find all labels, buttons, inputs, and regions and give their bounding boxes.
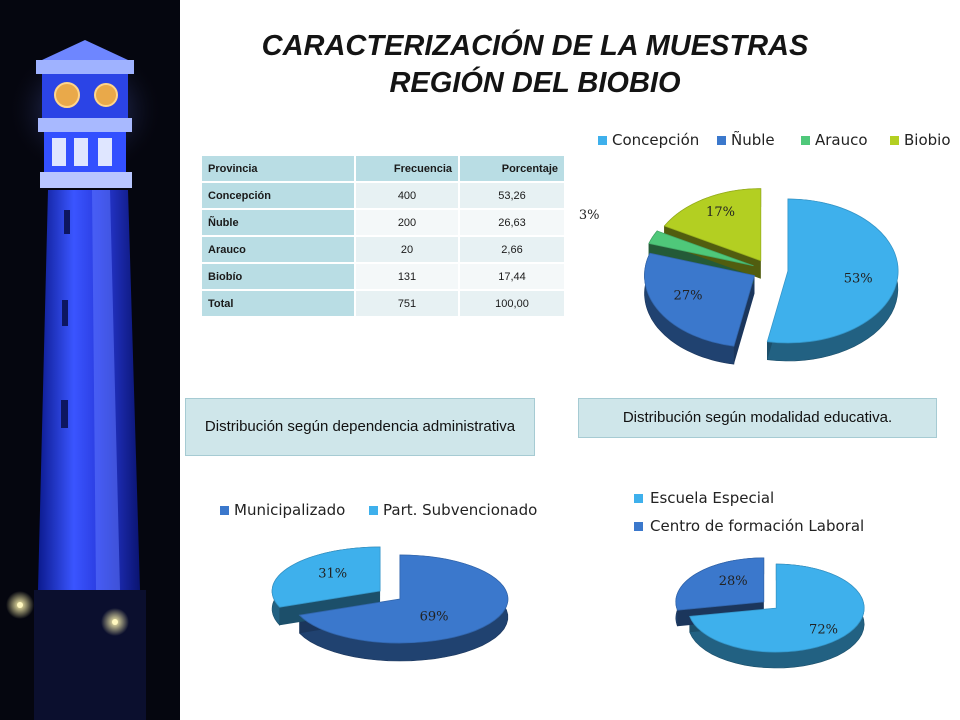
legend-item: Centro de formación Laboral: [634, 517, 864, 535]
caption-dependencia: Distribución según dependencia administr…: [185, 398, 535, 456]
table-header-cell: Frecuencia: [356, 156, 458, 181]
table-cell: 53,26: [460, 183, 564, 208]
table-cell: Total: [202, 291, 354, 316]
table-row: Total 751 100,00: [202, 291, 564, 316]
pie-data-label: 31%: [318, 567, 347, 582]
table-cell: Ñuble: [202, 210, 354, 235]
legend-item: Municipalizado: [220, 501, 345, 519]
legend-label: Part. Subvencionado: [383, 501, 537, 519]
table-header-cell: Provincia: [202, 156, 354, 181]
legend-label: Concepción: [612, 131, 699, 149]
table-row: Ñuble 200 26,63: [202, 210, 564, 235]
table-cell: 20: [356, 237, 458, 262]
modalidad-pie-chart: Escuela Especial Centro de formación Labo…: [634, 489, 865, 669]
title-line-2: REGIÓN DEL BIOBIO: [389, 67, 681, 99]
legend-swatch: [801, 136, 810, 145]
table-cell: Concepción: [202, 183, 354, 208]
table-cell: 131: [356, 264, 458, 289]
table-header-row: Provincia Frecuencia Porcentaje: [202, 156, 564, 181]
legend-swatch: [369, 506, 378, 515]
provincia-pie-chart: Concepción Ñuble Arauco Biobio 53% 27% 3% 17%: [579, 130, 951, 365]
pie-slice-arauco: [648, 230, 754, 267]
pie-slice-wall: [733, 275, 755, 365]
table-row: Concepción 400 53,26: [202, 183, 564, 208]
legend-label: Biobio: [904, 131, 951, 149]
pie-data-label: 28%: [719, 574, 748, 589]
caption-modalidad-text: Distribución según modalidad educativa.: [622, 409, 893, 426]
legend-label: Escuela Especial: [650, 489, 774, 507]
legend-label: Centro de formación Laboral: [650, 517, 864, 535]
table-cell: 400: [356, 183, 458, 208]
pie-slice-municipalizado: [298, 554, 509, 644]
pie-data-label: 17%: [706, 205, 735, 220]
table-cell: 100,00: [460, 291, 564, 316]
table-cell: 751: [356, 291, 458, 316]
pie-data-label: 53%: [844, 272, 873, 287]
table-cell: Arauco: [202, 237, 354, 262]
table-cell: 17,44: [460, 264, 564, 289]
legend-label: Municipalizado: [234, 501, 345, 519]
legend-item: Arauco: [801, 131, 868, 149]
title-line-1: CARACTERIZACIÓN DE LA MUESTRAS: [261, 30, 809, 62]
table-cell: 200: [356, 210, 458, 235]
legend-item: Part. Subvencionado: [369, 501, 537, 519]
table-cell: 2,66: [460, 237, 564, 262]
legend-swatch: [634, 494, 643, 503]
pie-data-label: 27%: [674, 288, 703, 303]
legend-swatch: [634, 522, 643, 531]
legend-item: Biobio: [890, 131, 951, 149]
caption-modalidad: Distribución según modalidad educativa.: [578, 398, 937, 438]
table-header-cell: Porcentaje: [460, 156, 564, 181]
table-cell: 26,63: [460, 210, 564, 235]
legend-label: Arauco: [815, 131, 868, 149]
table-row: Arauco 20 2,66: [202, 237, 564, 262]
legend-swatch: [598, 136, 607, 145]
clock-tower-photo: [0, 0, 180, 720]
pie-data-label: 69%: [420, 610, 449, 625]
legend-label: Ñuble: [731, 130, 775, 149]
pie-data-label: 3%: [579, 208, 600, 223]
pie-slice-escuela-especial: [689, 563, 865, 653]
legend-swatch: [717, 136, 726, 145]
pie-slice-concepción: [766, 198, 899, 344]
caption-dependencia-text: Distribución según dependencia administr…: [204, 418, 516, 435]
table-row: Biobío 131 17,44: [202, 264, 564, 289]
legend-swatch: [890, 136, 899, 145]
legend-swatch: [220, 506, 229, 515]
pie-slice-part-subvencionado: [271, 546, 381, 608]
table-cell: Biobío: [202, 264, 354, 289]
legend-item: Concepción: [598, 131, 699, 149]
frequency-table: Provincia Frecuencia Porcentaje Concepci…: [200, 154, 566, 318]
pie-data-label: 72%: [809, 623, 838, 638]
dependencia-pie-chart: Municipalizado Part. Subvencionado 69% 31%: [220, 501, 537, 662]
slide-title: CARACTERIZACIÓN DE LA MUESTRAS REGIÓN DE…: [200, 28, 870, 102]
pie-slice-centro-de-formación-laboral: [675, 557, 765, 611]
pie-slice-biobio: [663, 188, 762, 262]
legend-item: Escuela Especial: [634, 489, 774, 507]
pie-slice-ñuble: [644, 252, 756, 347]
legend-item: Ñuble: [717, 130, 775, 149]
